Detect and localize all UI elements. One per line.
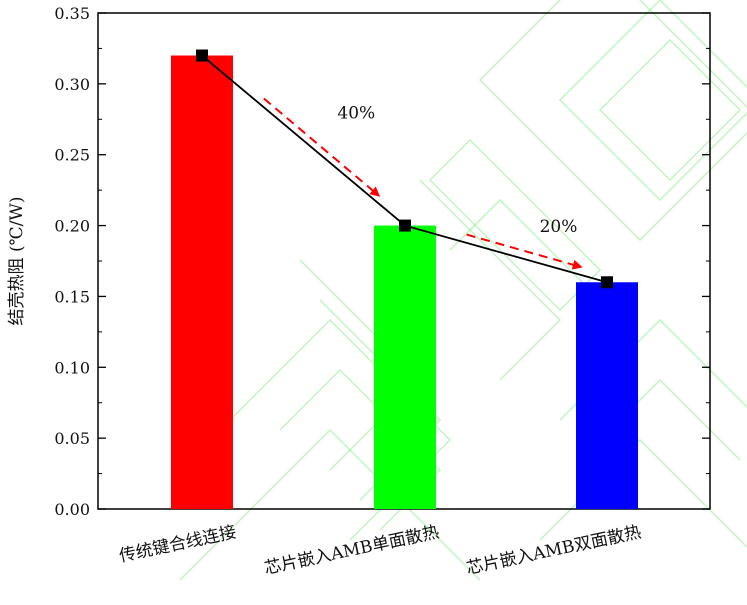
bar-2 [374,225,436,510]
y-tick-label: 0.00 [54,500,90,519]
trend-marker-1 [196,49,208,62]
bar-1 [171,55,233,510]
labels: 传统键合线连接 芯片嵌入AMB单面散热 芯片嵌入AMB双面散热 结壳热阻 (℃/W) [7,197,643,579]
y-tick-label: 0.10 [54,358,90,377]
trend-marker-2 [399,219,411,232]
annotation-label-2: 20% [540,217,578,237]
trend-marker-3 [601,276,613,289]
y-tick-label: 0.30 [54,75,90,94]
y-tick-label: 0.05 [54,429,90,448]
x-category-label-2: 芯片嵌入AMB单面散热 [263,522,441,579]
annotation-arrow-1 [263,97,381,197]
x-category-label-3: 芯片嵌入AMB双面散热 [465,522,643,579]
y-tick-label: 0.35 [54,4,90,23]
bars [171,55,638,510]
trend-line-series [196,49,613,289]
watermark-pattern [179,0,747,581]
x-category-label-1: 传统键合线连接 [117,522,238,566]
y-axis-title: 结壳热阻 (℃/W) [7,197,27,326]
y-tick-label: 0.15 [54,287,90,306]
bar-3 [576,282,638,509]
annotation-arrow-2 [466,233,583,270]
annotation-label-1: 40% [337,104,375,124]
y-tick-label: 0.20 [54,217,90,236]
annotations: 40% 20% [263,97,583,270]
y-tick-label: 0.25 [54,146,90,165]
